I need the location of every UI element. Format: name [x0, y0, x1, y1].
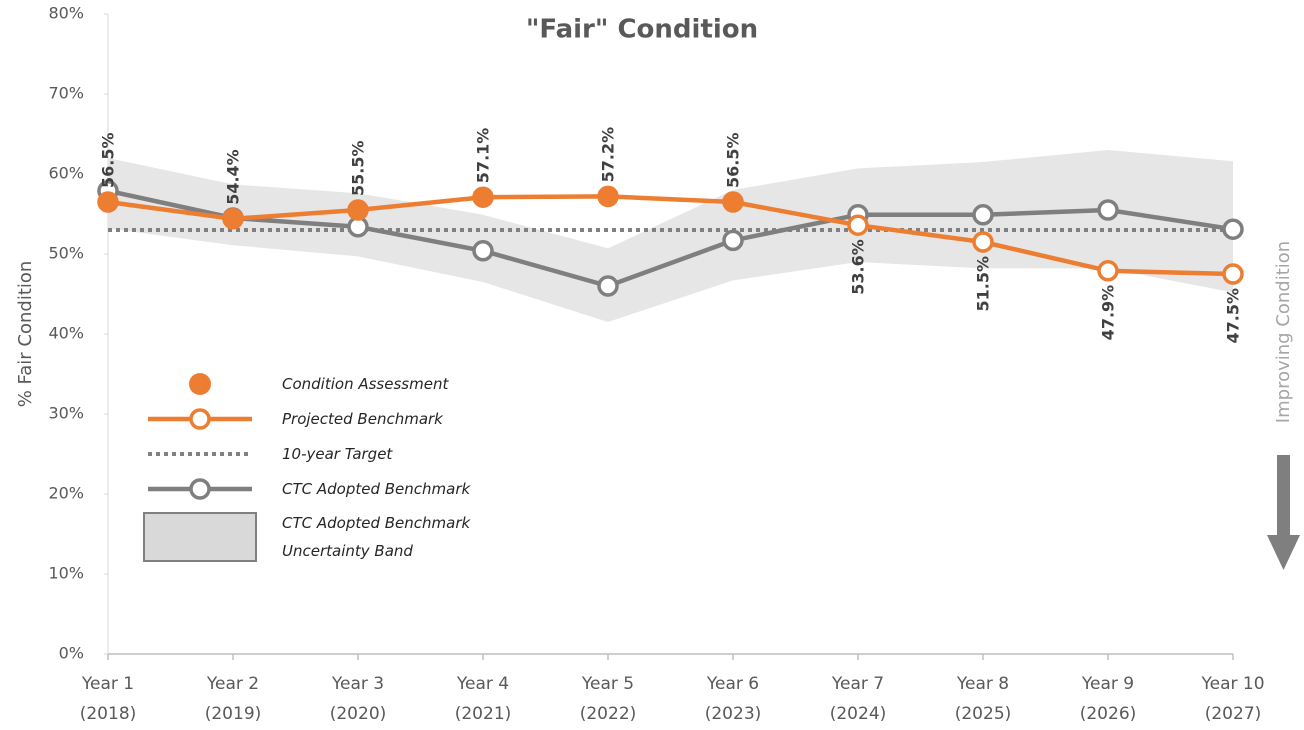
legend-swatch — [143, 512, 257, 562]
series-line — [107, 188, 1234, 289]
annotation: Improving Condition — [1273, 241, 1294, 423]
legend-label: Projected Benchmark — [282, 409, 443, 428]
series-marker — [847, 214, 869, 236]
data-label: 56.5% — [724, 132, 743, 188]
legend-label: CTC Adopted Benchmark — [282, 479, 471, 498]
y-tick-label: 40% — [48, 324, 84, 343]
x-tick-label: Year 1 — [81, 674, 134, 694]
legend-label: Condition Assessment — [282, 374, 449, 393]
arrow — [1267, 455, 1300, 570]
legend-item: Projected Benchmark — [140, 401, 520, 436]
data-label: 47.5% — [1224, 288, 1243, 344]
data-label: 54.4% — [224, 149, 243, 205]
series-marker — [1097, 260, 1119, 282]
legend-label: CTC Adopted Benchmark Uncertainty Band — [282, 514, 471, 560]
legend-icon — [189, 372, 211, 395]
series-marker — [472, 240, 494, 262]
legend-marker — [189, 372, 211, 395]
assessment-marker — [723, 192, 743, 212]
assessment-marker — [98, 192, 118, 212]
series-marker — [972, 231, 994, 253]
series-marker — [597, 275, 619, 297]
x-tick-label: (2018) — [80, 704, 137, 724]
x-tick-label: (2023) — [705, 704, 762, 724]
x-tick-label: Year 6 — [706, 674, 759, 694]
data-label: 56.5% — [99, 132, 118, 188]
x-tick-label: Year 3 — [331, 674, 384, 694]
y-tick-label: 80% — [48, 4, 84, 23]
data-label: 51.5% — [974, 256, 993, 312]
data-label: 57.1% — [474, 128, 493, 184]
y-axis-label: % Fair Condition — [15, 261, 36, 408]
legend: Condition Assessment Projected Benchmark 1… — [140, 366, 520, 568]
legend-item: Condition Assessment — [140, 366, 520, 401]
y-tick-label: 70% — [48, 84, 84, 103]
x-tick-label: Year 4 — [456, 674, 509, 694]
legend-icon — [148, 407, 252, 430]
series-marker — [1222, 218, 1244, 240]
x-tick-label: Year 8 — [956, 674, 1009, 694]
assessment-marker — [473, 187, 493, 208]
legend-item: CTC Adopted Benchmark Uncertainty Band — [140, 506, 520, 568]
data-label: 57.2% — [599, 127, 618, 183]
x-tick-label: Year 5 — [581, 674, 634, 694]
y-tick-label: 0% — [59, 644, 84, 663]
x-tick-label: Year 2 — [206, 674, 259, 694]
chart-title: "Fair" Condition — [526, 15, 758, 45]
series-line — [107, 194, 1234, 277]
legend-icon — [148, 451, 252, 456]
legend-marker — [189, 407, 211, 430]
x-tick-label: Year 7 — [831, 674, 884, 694]
uncertainty-band — [108, 150, 1233, 322]
x-tick-label: (2024) — [830, 704, 887, 724]
x-tick-label: Year 10 — [1200, 674, 1264, 694]
x-tick-label: (2021) — [455, 704, 512, 724]
legend-marker — [189, 477, 211, 500]
main-layer: 0% 10% 20% 30% 40% 50% 60% 70% 80% Year 1 (2018) Ye… — [48, 4, 1264, 725]
legend-item: 10-year Target — [140, 436, 520, 471]
series-marker — [972, 204, 994, 226]
series-marker — [1222, 263, 1244, 285]
legend-item: CTC Adopted Benchmark — [140, 471, 520, 506]
data-label: 47.9% — [1099, 285, 1118, 341]
y-tick-label: 50% — [48, 244, 84, 263]
y-tick-label: 20% — [48, 484, 84, 503]
legend-icon — [148, 477, 252, 500]
band-layer — [104, 13, 1234, 660]
x-tick-label: (2022) — [580, 704, 637, 724]
x-tick-label: (2020) — [330, 704, 387, 724]
x-tick-label: (2026) — [1080, 704, 1137, 724]
legend-label: 10-year Target — [282, 444, 393, 463]
legend-icon — [143, 512, 257, 562]
assessment-marker — [348, 200, 368, 220]
data-label: 55.5% — [349, 140, 368, 196]
y-tick-label: 10% — [48, 564, 84, 583]
series-marker — [1097, 199, 1119, 221]
y-tick-label: 30% — [48, 404, 84, 423]
series-marker — [722, 229, 744, 252]
x-tick-label: (2025) — [955, 704, 1012, 724]
assessment-marker — [598, 186, 618, 207]
x-tick-label: (2019) — [205, 704, 262, 724]
data-label: 53.6% — [849, 239, 868, 295]
y-tick-label: 60% — [48, 164, 84, 183]
x-tick-label: (2027) — [1205, 704, 1262, 724]
x-tick-label: Year 9 — [1081, 674, 1134, 694]
assessment-marker — [223, 208, 243, 229]
